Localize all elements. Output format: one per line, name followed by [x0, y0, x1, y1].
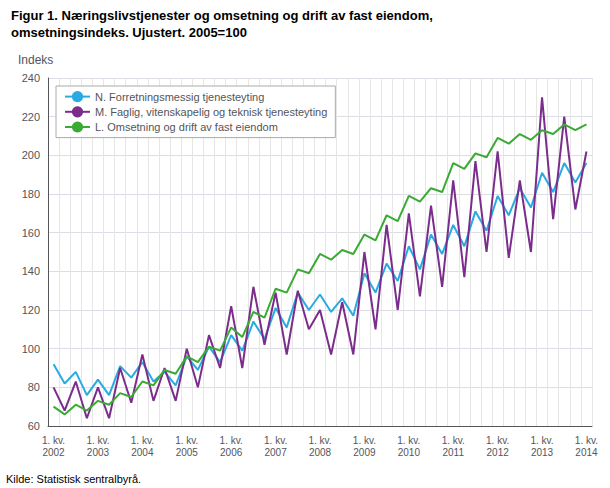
svg-text:Kilde: Statistisk sentralbyrå.: Kilde: Statistisk sentralbyrå. [6, 473, 141, 485]
svg-text:2013: 2013 [531, 447, 554, 458]
svg-text:1. kv.: 1. kv. [486, 435, 509, 446]
svg-text:1. kv.: 1. kv. [86, 435, 109, 446]
svg-text:140: 140 [22, 265, 40, 277]
svg-text:M. Faglig, vitenskapelig og te: M. Faglig, vitenskapelig og teknisk tjen… [95, 106, 327, 118]
svg-text:2014: 2014 [575, 447, 598, 458]
svg-text:240: 240 [22, 72, 40, 84]
svg-text:1. kv.: 1. kv. [308, 435, 331, 446]
svg-text:100: 100 [22, 343, 40, 355]
svg-text:2008: 2008 [309, 447, 332, 458]
svg-text:2006: 2006 [220, 447, 243, 458]
svg-text:1. kv.: 1. kv. [353, 435, 376, 446]
svg-text:1. kv.: 1. kv. [575, 435, 598, 446]
svg-text:2007: 2007 [264, 447, 287, 458]
svg-text:1. kv.: 1. kv. [264, 435, 287, 446]
svg-text:2002: 2002 [42, 447, 65, 458]
svg-text:Indeks: Indeks [18, 53, 53, 67]
svg-text:2003: 2003 [87, 447, 110, 458]
svg-text:2012: 2012 [487, 447, 510, 458]
svg-text:omsetningsindeks. Ujustert. 20: omsetningsindeks. Ujustert. 2005=100 [11, 25, 247, 40]
svg-text:2005: 2005 [176, 447, 199, 458]
svg-text:1. kv.: 1. kv. [442, 435, 465, 446]
svg-text:L. Omsetning og drift av fast: L. Omsetning og drift av fast eiendom [95, 121, 278, 133]
svg-text:200: 200 [22, 149, 40, 161]
svg-text:1. kv.: 1. kv. [220, 435, 243, 446]
svg-text:220: 220 [22, 111, 40, 123]
svg-text:2009: 2009 [353, 447, 376, 458]
svg-text:2010: 2010 [398, 447, 421, 458]
svg-text:1. kv.: 1. kv. [397, 435, 420, 446]
svg-text:1. kv.: 1. kv. [42, 435, 65, 446]
svg-text:2011: 2011 [442, 447, 464, 458]
svg-text:1. kv.: 1. kv. [131, 435, 154, 446]
svg-text:160: 160 [22, 227, 40, 239]
svg-text:2004: 2004 [131, 447, 154, 458]
svg-text:Figur 1. Næringslivstjenester: Figur 1. Næringslivstjenester og omsetni… [11, 8, 433, 23]
svg-text:1. kv.: 1. kv. [175, 435, 198, 446]
svg-text:1. kv.: 1. kv. [530, 435, 553, 446]
svg-text:120: 120 [22, 304, 40, 316]
svg-text:80: 80 [28, 381, 40, 393]
svg-text:180: 180 [22, 188, 40, 200]
svg-text:N. Forretningsmessig tjenestey: N. Forretningsmessig tjenesteyting [95, 91, 264, 103]
svg-text:60: 60 [28, 420, 40, 432]
